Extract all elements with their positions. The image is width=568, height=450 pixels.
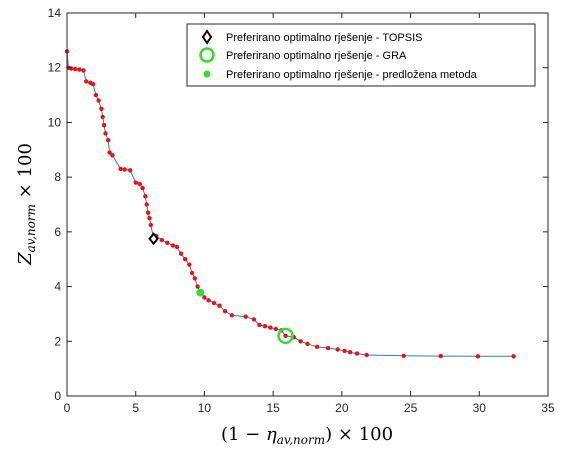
front-point-46 <box>222 309 228 314</box>
front-point-28 <box>148 222 153 228</box>
y-tick-label-4: 8 <box>54 170 61 184</box>
front-point-49 <box>251 317 257 322</box>
front-point-61 <box>335 347 340 352</box>
legend-label-topsis: Preferirano optimalno rješenje - TOPSIS <box>226 32 422 44</box>
front-point-27 <box>147 216 152 221</box>
front-point-38 <box>189 270 195 276</box>
front-point-22 <box>137 181 142 187</box>
x-tick-label-1: 5 <box>132 401 139 415</box>
front-point-65 <box>364 352 369 358</box>
x-tick-label-3: 15 <box>266 401 280 415</box>
legend-topsis-icon <box>201 29 213 45</box>
front-point-9 <box>93 92 99 98</box>
front-point-33 <box>170 243 175 248</box>
front-point-6 <box>84 79 89 84</box>
front-point-10 <box>96 98 101 103</box>
front-point-31 <box>159 237 164 243</box>
front-point-45 <box>217 303 222 308</box>
front-point-55 <box>283 333 288 338</box>
legend-box <box>186 23 536 87</box>
front-point-68 <box>475 354 481 359</box>
front-point-4 <box>77 67 82 72</box>
front-point-48 <box>243 314 248 319</box>
front-point-12 <box>100 114 105 120</box>
front-point-53 <box>273 326 279 332</box>
front-point-14 <box>103 131 108 136</box>
front-point-57 <box>298 339 303 344</box>
x-tick-label-7: 35 <box>541 401 555 415</box>
plot-frame <box>66 12 549 397</box>
front-point-64 <box>354 351 360 356</box>
front-point-69 <box>511 354 516 359</box>
y-axis-label: Zav,norm × 100 <box>15 143 38 266</box>
front-point-43 <box>206 298 211 303</box>
y-tick-label-6: 12 <box>48 61 62 75</box>
legend-label-gra: Preferirano optimalno rješenje - GRA <box>226 50 407 62</box>
front-point-25 <box>144 202 149 207</box>
x-tick-label-5: 25 <box>404 401 418 415</box>
y-tick-label-3: 6 <box>54 225 61 239</box>
y-tick-label-5: 10 <box>48 115 62 129</box>
front-point-66 <box>401 353 406 358</box>
front-point-37 <box>187 262 192 267</box>
front-point-36 <box>183 257 188 262</box>
front-point-16 <box>107 150 112 155</box>
x-axis-label: (1 − ηav,norm) × 100 <box>221 424 393 447</box>
front-point-8 <box>90 81 96 87</box>
front-point-67 <box>438 353 443 359</box>
front-point-40 <box>195 284 200 289</box>
highlight-markers <box>148 232 294 345</box>
front-point-13 <box>101 123 107 128</box>
x-tick-label-4: 20 <box>335 401 349 415</box>
topsis-marker <box>148 232 159 246</box>
front-point-3 <box>73 66 78 72</box>
y-tick-label-0: 0 <box>54 389 61 403</box>
front-point-47 <box>229 313 235 318</box>
front-point-51 <box>262 324 268 329</box>
front-point-20 <box>128 168 133 173</box>
front-point-18 <box>118 166 123 172</box>
front-point-63 <box>347 350 353 355</box>
front-point-11 <box>99 106 104 112</box>
front-point-32 <box>165 240 170 245</box>
pareto-front <box>64 49 516 359</box>
front-point-17 <box>110 153 115 158</box>
front-point-44 <box>211 300 217 306</box>
front-point-58 <box>305 341 310 347</box>
legend-label-proposed: Preferirano optimalno rješenje - predlož… <box>226 69 478 81</box>
x-tick-label-2: 10 <box>198 401 212 415</box>
front-point-24 <box>143 194 148 199</box>
front-point-21 <box>133 180 138 185</box>
legend-gra-icon <box>199 47 215 63</box>
front-point-62 <box>342 348 347 354</box>
x-tick-label-0: 0 <box>64 401 71 415</box>
front-point-34 <box>174 244 180 250</box>
y-tick-label-7: 14 <box>48 6 62 20</box>
front-point-23 <box>140 185 145 191</box>
legend: Preferirano optimalno rješenje - TOPSIS … <box>186 23 536 87</box>
x-tick-label-6: 30 <box>473 401 487 415</box>
front-point-52 <box>268 325 273 330</box>
front-point-60 <box>325 345 331 351</box>
front-point-2 <box>68 66 74 71</box>
y-tick-label-2: 4 <box>54 280 61 294</box>
front-point-50 <box>257 322 262 328</box>
front-line <box>66 51 514 357</box>
front-point-15 <box>106 138 111 143</box>
x-axis: 0 5 10 15 20 25 30 35 <box>64 13 555 415</box>
front-point-42 <box>202 295 207 300</box>
gra-marker <box>277 327 294 345</box>
y-axis: 0 2 4 6 8 10 12 14 <box>48 6 548 403</box>
front-point-39 <box>192 276 197 281</box>
front-point-59 <box>314 344 320 349</box>
legend-proposed-icon <box>203 70 211 78</box>
front-point-26 <box>145 210 151 215</box>
y-tick-label-1: 2 <box>54 334 61 348</box>
proposed-marker <box>196 288 205 297</box>
front-point-5 <box>81 68 86 73</box>
front-point-35 <box>178 251 184 256</box>
front-point-19 <box>122 167 127 172</box>
